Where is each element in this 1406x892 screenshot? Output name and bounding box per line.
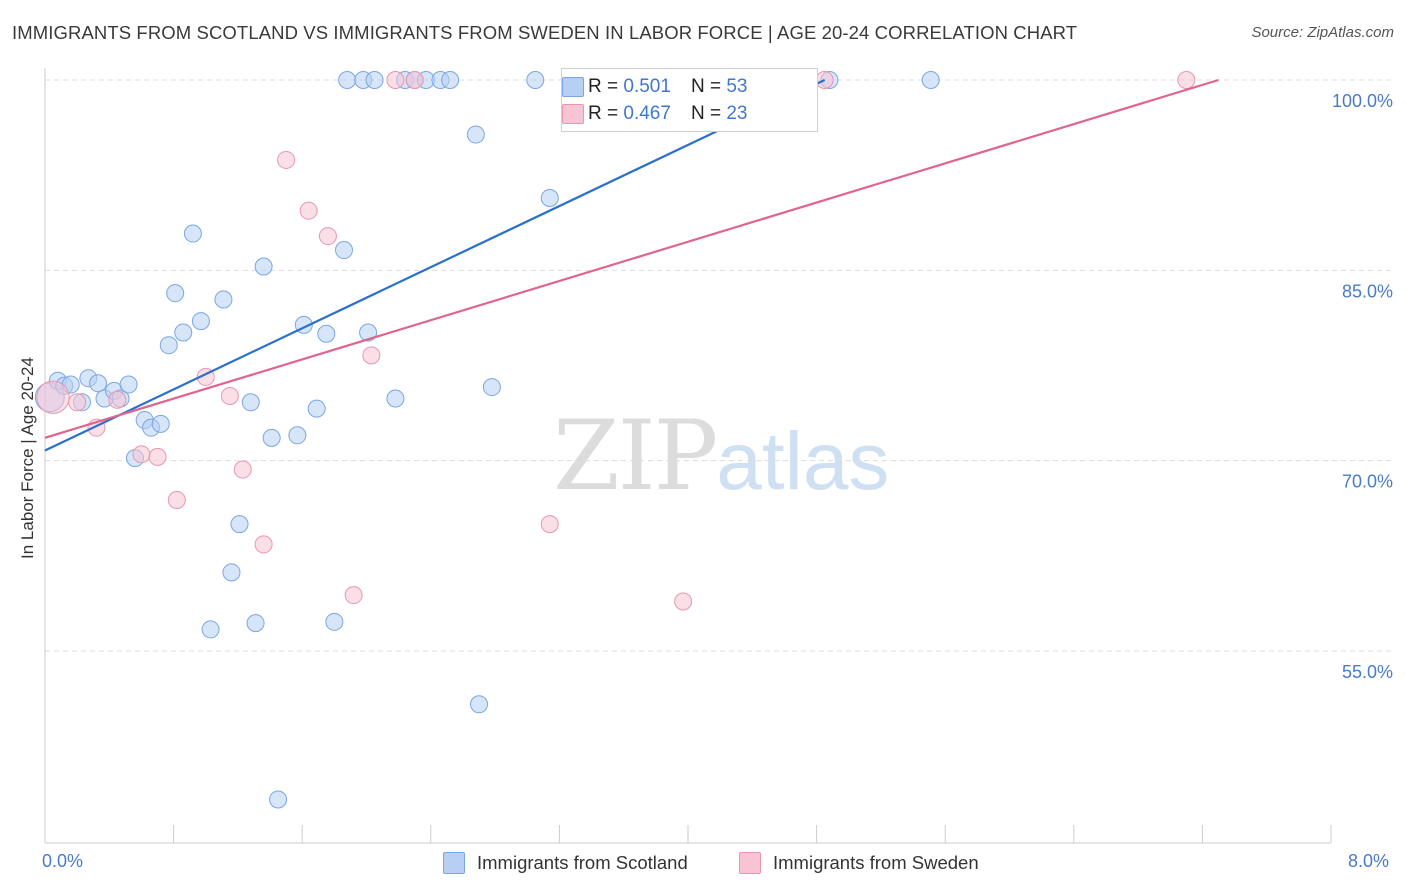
data-point-scotland	[334, 241, 353, 260]
data-point-sweden	[405, 71, 424, 89]
data-point-scotland	[214, 290, 233, 309]
data-point-scotland	[89, 374, 108, 393]
y-axis-label: In Labor Force | Age 20-24	[18, 357, 37, 559]
data-point-scotland	[470, 695, 489, 714]
data-point-scotland	[288, 426, 307, 445]
data-point-scotland	[254, 257, 273, 276]
data-point-sweden	[674, 592, 693, 611]
data-point-scotland	[921, 71, 940, 89]
data-point-scotland	[246, 614, 265, 633]
data-point-scotland	[151, 414, 170, 433]
y-tick-label: 85.0%	[1342, 281, 1393, 301]
trend-line-sweden	[44, 78, 1219, 439]
data-point-scotland	[166, 284, 185, 303]
bottom-legend-label-sweden: Immigrants from Sweden	[773, 852, 979, 873]
data-point-sweden	[386, 71, 405, 89]
data-point-sweden	[148, 447, 167, 466]
data-point-scotland	[365, 71, 384, 89]
data-point-sweden	[299, 201, 318, 220]
data-point-sweden	[277, 150, 296, 169]
x-tick-label-max: 8.0%	[1348, 851, 1390, 871]
data-point-sweden	[108, 390, 127, 409]
data-point-scotland	[119, 375, 138, 394]
data-point-scotland	[325, 612, 344, 631]
data-point-scotland	[307, 399, 326, 418]
data-point-scotland	[241, 393, 260, 412]
data-point-scotland	[191, 312, 210, 331]
data-point-scotland	[526, 71, 545, 89]
legend-r-value-scotland: 0.501	[623, 76, 671, 97]
data-point-scotland	[441, 71, 460, 89]
legend-swatch-sweden	[562, 104, 584, 124]
trend-line-scotland	[44, 79, 826, 452]
bottom-legend-label-scotland: Immigrants from Scotland	[477, 852, 688, 873]
data-point-scotland	[482, 378, 501, 397]
data-point-sweden	[362, 346, 381, 365]
data-point-scotland	[317, 324, 336, 343]
data-point-scotland	[201, 620, 220, 639]
bottom-legend-swatch-scotland	[443, 852, 465, 874]
data-point-sweden	[344, 586, 363, 605]
legend-swatch-scotland	[562, 77, 584, 97]
data-point-sweden	[220, 386, 239, 405]
data-point-scotland	[359, 323, 378, 342]
data-point-sweden	[233, 460, 252, 479]
data-point-scotland	[338, 71, 357, 89]
data-point-sweden	[167, 491, 186, 510]
data-point-scotland	[183, 224, 202, 243]
data-point-scotland	[159, 336, 178, 355]
data-point-sweden	[68, 393, 87, 412]
chart-title: IMMIGRANTS FROM SCOTLAND VS IMMIGRANTS F…	[12, 22, 1078, 43]
data-point-scotland	[269, 790, 288, 809]
data-point-sweden	[318, 227, 337, 246]
data-point-scotland	[222, 563, 241, 582]
legend-row-scotland: R = 0.501 N = 53	[562, 74, 748, 100]
y-tick-label: 55.0%	[1342, 662, 1393, 682]
data-point-sweden	[1177, 71, 1196, 89]
legend-n-label: N =	[690, 103, 722, 124]
data-point-scotland	[174, 323, 193, 342]
y-tick-label: 100.0%	[1332, 91, 1393, 111]
legend-n-value-sweden: 23	[726, 103, 748, 124]
legend-r-label: R =	[588, 76, 619, 97]
data-point-sweden	[254, 535, 273, 554]
data-point-scotland	[540, 189, 559, 208]
data-point-sweden	[132, 445, 151, 464]
bottom-legend-swatch-sweden	[739, 852, 761, 874]
data-point-scotland	[262, 428, 281, 447]
chart-source: Source: ZipAtlas.com	[1251, 24, 1394, 41]
legend-n-label: N =	[690, 76, 722, 97]
legend-n-value-scotland: 53	[726, 76, 748, 97]
data-point-scotland	[466, 125, 485, 144]
stats-legend: R = 0.501 N = 53 R = 0.467 N = 23	[561, 68, 818, 132]
legend-row-sweden: R = 0.467 N = 23	[562, 101, 748, 127]
data-point-scotland	[386, 389, 405, 408]
legend-r-value-sweden: 0.467	[623, 103, 671, 124]
bottom-legend-sweden: Immigrants from Sweden	[739, 852, 979, 874]
data-point-scotland	[230, 515, 249, 534]
bottom-legend-scotland: Immigrants from Scotland	[443, 852, 688, 874]
x-tick-label-min: 0.0%	[42, 851, 84, 871]
legend-r-label: R =	[588, 103, 619, 124]
data-point-sweden	[540, 515, 559, 534]
y-tick-label: 70.0%	[1342, 472, 1393, 492]
data-point-sweden	[36, 380, 70, 414]
